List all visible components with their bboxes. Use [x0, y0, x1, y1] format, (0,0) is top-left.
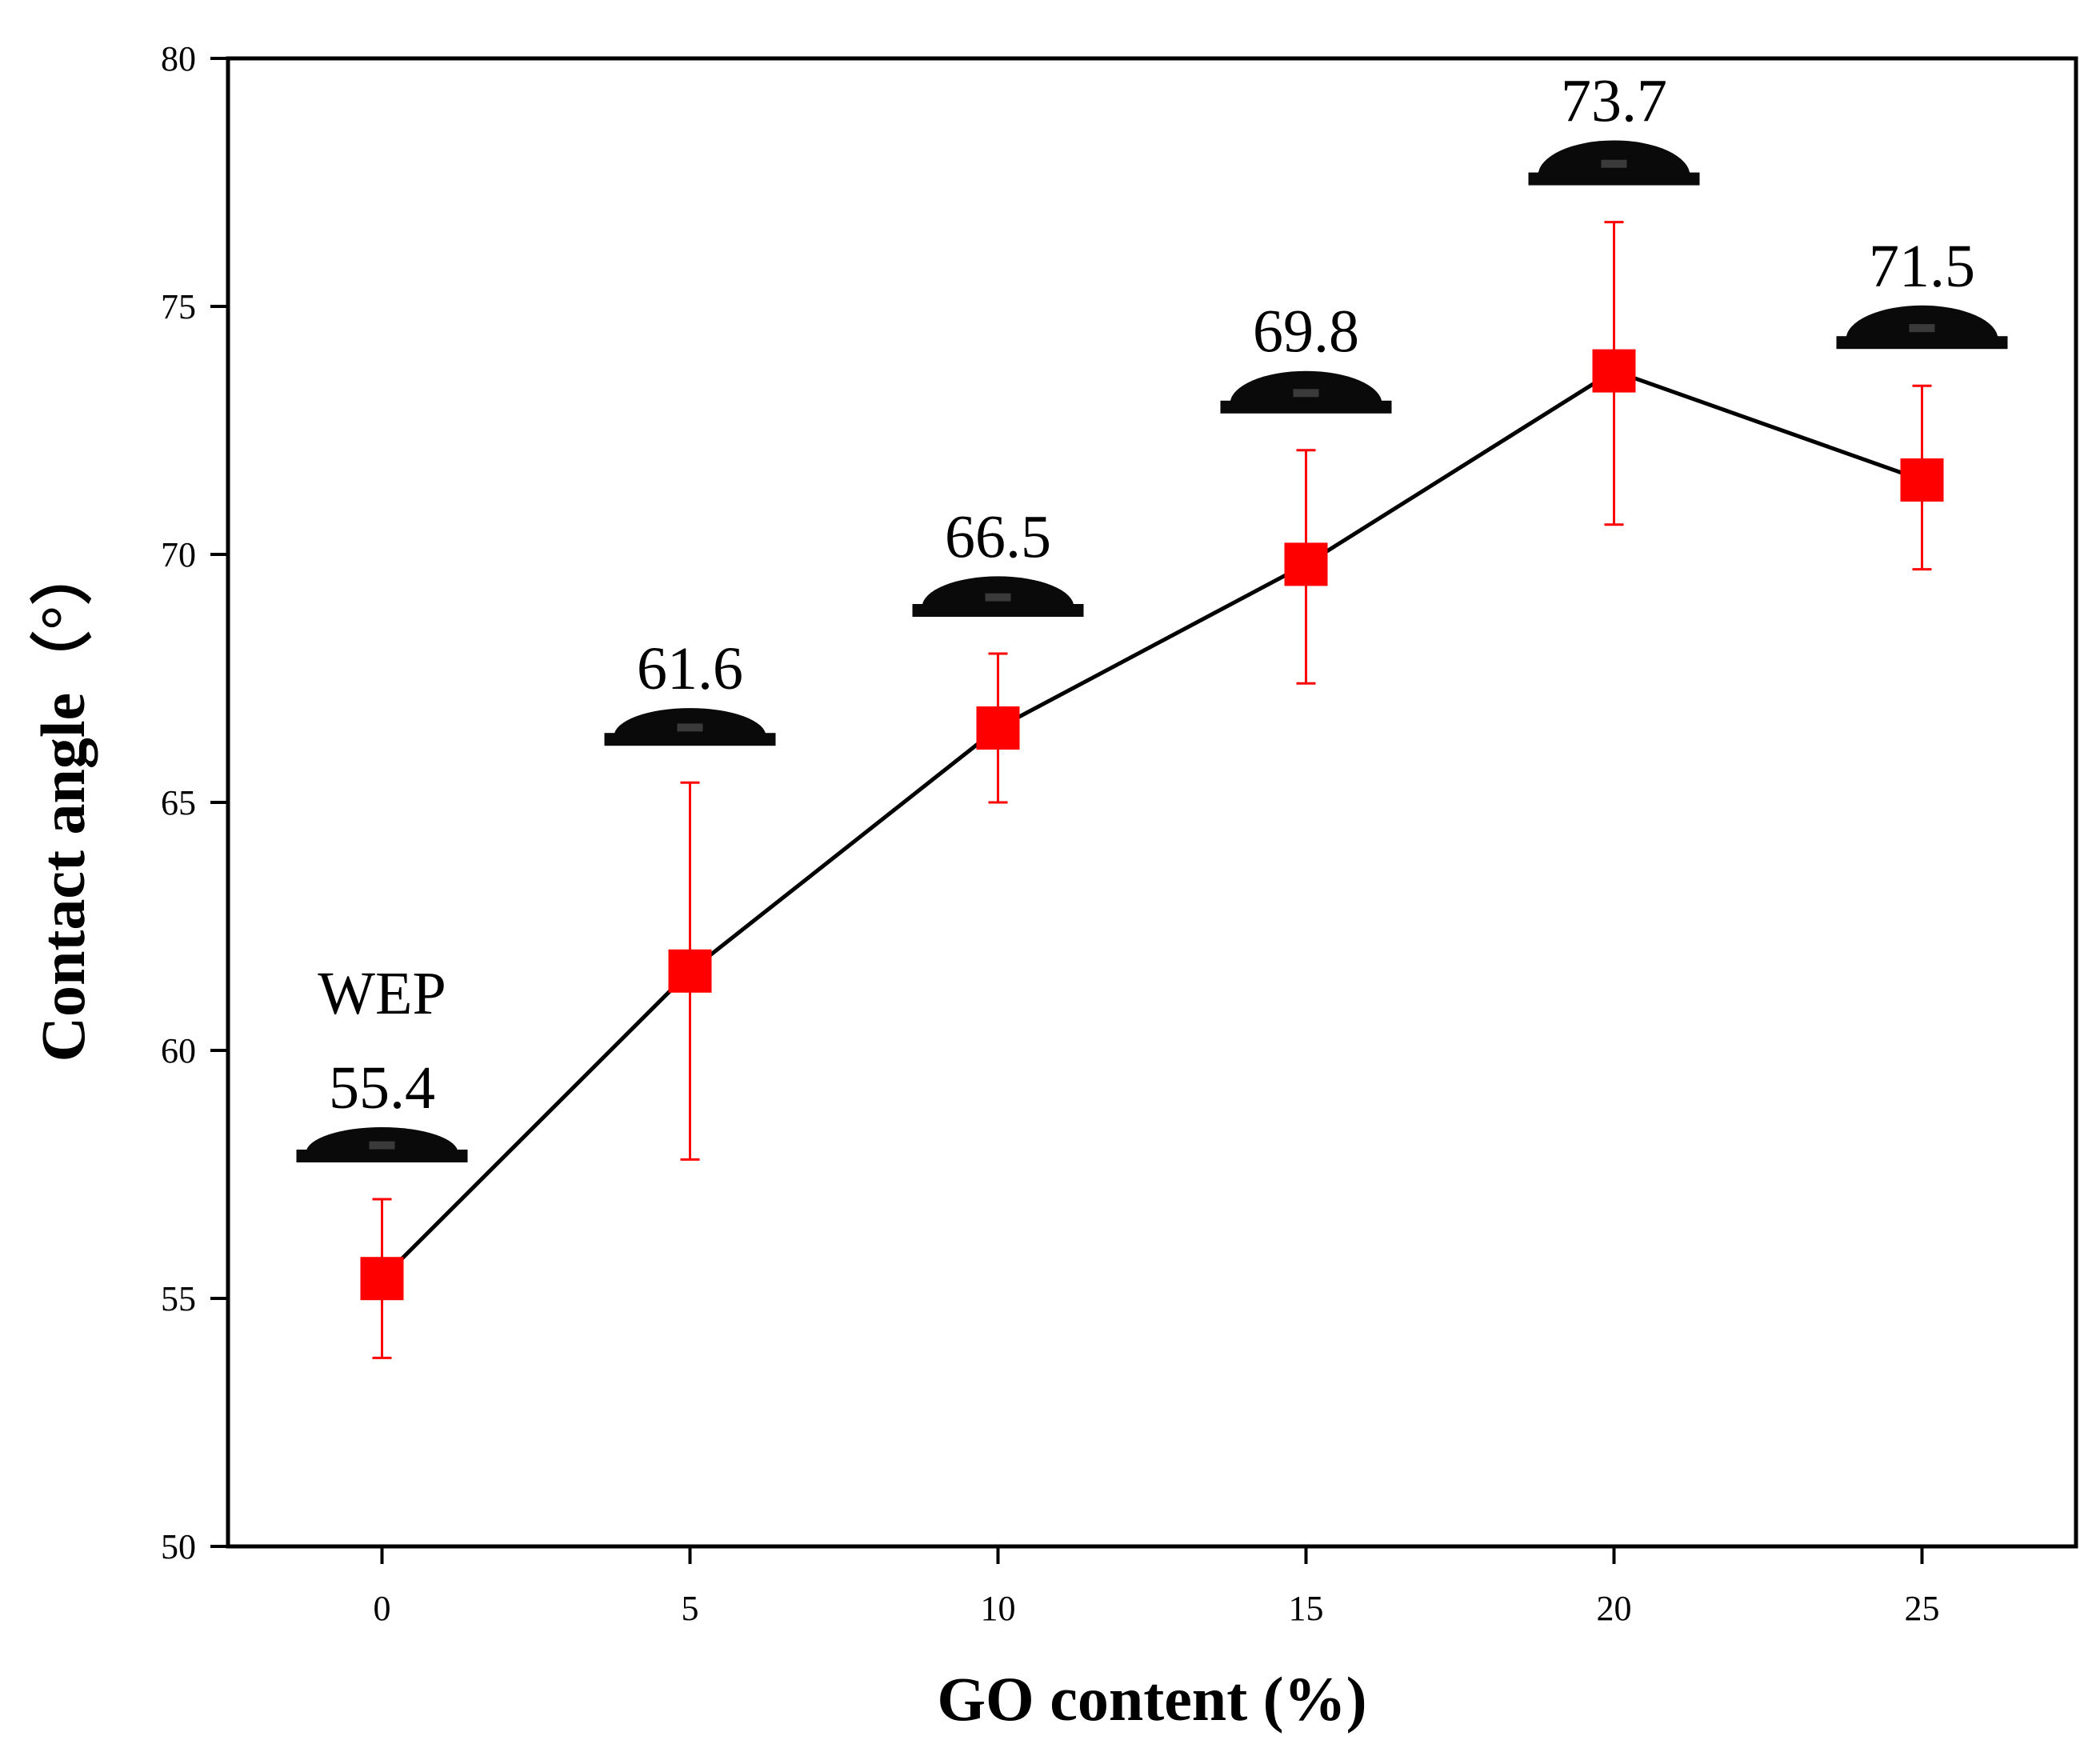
x-axis-title: GO content (%) [937, 1664, 1366, 1734]
x-tick-label: 20 [1597, 1589, 1632, 1628]
data-point-marker [1592, 349, 1636, 393]
droplet-highlight [1909, 324, 1935, 333]
water-droplet-icon [1220, 370, 1392, 414]
data-point-marker [360, 1257, 404, 1301]
droplet-shape [306, 1127, 458, 1153]
data-point-marker [1284, 542, 1328, 586]
y-tick-label: 50 [161, 1527, 196, 1566]
y-tick-label: 75 [161, 287, 196, 326]
x-tick-label: 0 [374, 1589, 391, 1628]
water-droplet-icon [1836, 305, 2008, 350]
data-value-label: 55.4 [329, 1054, 435, 1122]
data-series [360, 221, 1944, 1359]
ticks: 50 55 60 65 70 75 80 0 5 10 15 20 25 [161, 39, 1940, 1628]
droplet-shape [1538, 140, 1690, 176]
droplet-highlight [369, 1141, 395, 1150]
data-point-marker [1900, 458, 1944, 502]
x-tick-label: 5 [682, 1589, 699, 1628]
sample-name-label: WEP [318, 960, 446, 1027]
water-droplet-icon [604, 708, 776, 746]
droplet-highlight [1293, 389, 1319, 398]
series-line [380, 369, 1923, 1280]
y-tick-label: 65 [161, 783, 196, 822]
y-tick-label: 70 [161, 535, 196, 574]
droplet-highlight [985, 593, 1011, 602]
data-point-marker [976, 706, 1020, 750]
data-value-label: 61.6 [637, 635, 743, 702]
x-tick-label: 25 [1905, 1589, 1940, 1628]
data-value-label: 73.7 [1561, 67, 1667, 134]
y-tick-label: 80 [161, 39, 196, 78]
water-droplet-icon [912, 576, 1084, 617]
y-axis-title: Contact angle（°） [28, 543, 98, 1062]
data-value-label: 71.5 [1869, 233, 1975, 300]
data-value-label: 69.8 [1253, 298, 1359, 366]
droplet-shape [922, 576, 1074, 607]
y-tick-label: 55 [161, 1279, 196, 1318]
y-tick-label: 60 [161, 1031, 196, 1070]
data-point-marker [668, 949, 712, 993]
water-droplet-icon [296, 1127, 468, 1162]
water-droplet-icon [1528, 140, 1700, 186]
x-tick-label: 10 [981, 1589, 1016, 1628]
droplet-images [296, 140, 2008, 1162]
droplet-highlight [1601, 159, 1627, 168]
x-tick-label: 15 [1289, 1589, 1324, 1628]
droplet-shape [1230, 370, 1382, 404]
droplet-shape [1846, 305, 1998, 340]
data-labels: 55.4 WEP 61.6 66.5 69.8 73.7 71.5 [318, 67, 1975, 1122]
droplet-shape [614, 708, 766, 737]
droplet-highlight [677, 723, 703, 732]
data-value-label: 66.5 [945, 503, 1051, 570]
